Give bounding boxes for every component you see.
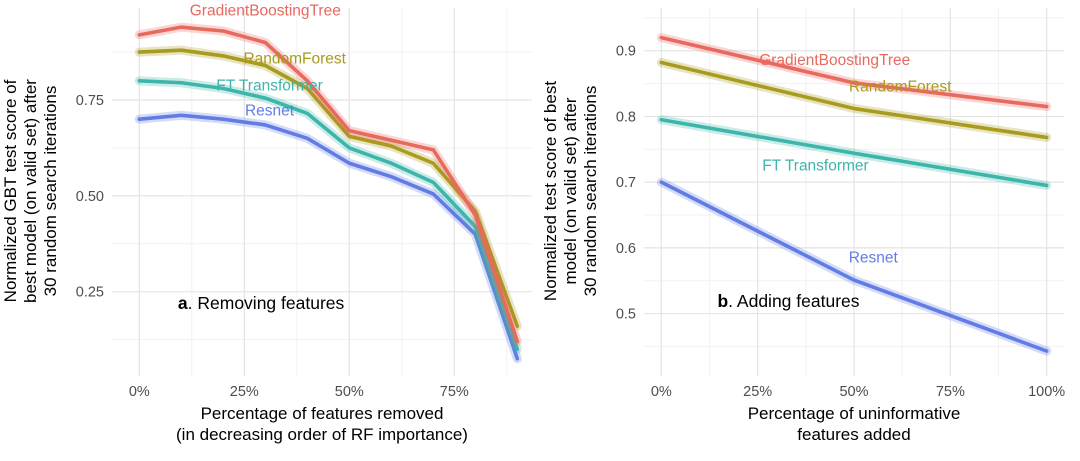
x-tick-label: 25% xyxy=(743,384,772,400)
panel-annotation: a. Removing features xyxy=(178,293,345,313)
x-tick-label: 25% xyxy=(230,384,259,400)
x-tick-label: 0% xyxy=(651,384,672,400)
x-axis-title-line: Percentage of uninformative xyxy=(747,404,961,423)
series-line-gradientboostingtree xyxy=(137,25,520,344)
x-tick-label: 75% xyxy=(936,384,965,400)
series-line-ft-transformer xyxy=(659,117,1049,188)
y-tick-label: 0.6 xyxy=(616,241,636,257)
x-axis-title-line: features added xyxy=(797,425,911,444)
y-tick-label: 0.75 xyxy=(76,93,104,109)
y-tick-label: 0.8 xyxy=(616,109,636,125)
x-tick-label: 50% xyxy=(335,384,364,400)
panel-removing-features: Normalized GBT test score of best model … xyxy=(1,3,532,445)
series-line-resnet xyxy=(659,180,1049,353)
plot-removing-features: GradientBoostingTree RandomForest FT Trans… xyxy=(76,3,532,400)
x-axis-title-line: Percentage of features removed xyxy=(200,404,444,423)
series-line-randomforest xyxy=(659,60,1049,140)
series-label-ft-transformer: FT Transformer xyxy=(216,77,323,94)
x-axis-title-removing: Percentage of features removed (in decre… xyxy=(112,403,532,445)
y-tick-label: 0.25 xyxy=(76,285,104,301)
series-label-randomforest: RandomForest xyxy=(243,51,346,68)
x-tick-label: 0% xyxy=(129,384,150,400)
x-tick-label: 50% xyxy=(839,384,868,400)
series-line-randomforest xyxy=(137,48,520,328)
plot-adding-features: GradientBoostingTree RandomForest FT Trans… xyxy=(616,8,1065,400)
series-line-gradientboostingtree xyxy=(659,35,1049,109)
y-tick-label: 0.5 xyxy=(616,307,636,323)
panel-adding-features: Normalized test score of best model (on … xyxy=(540,0,1080,461)
series-label-randomforest: RandomForest xyxy=(849,78,952,95)
series-label-ft-transformer: FT Transformer xyxy=(762,157,869,174)
series-line-resnet xyxy=(137,113,520,361)
series-label-gradientboostingtree: GradientBoostingTree xyxy=(759,52,910,69)
panel-annotation: b. Adding features xyxy=(717,291,859,311)
x-axis-title-adding: Percentage of uninformative features add… xyxy=(644,403,1064,445)
y-tick-label: 0.9 xyxy=(616,44,636,60)
x-tick-label: 75% xyxy=(440,384,469,400)
y-tick-label: 0.7 xyxy=(616,175,636,191)
x-tick-label: 100% xyxy=(1028,384,1065,400)
series-line-ft-transformer xyxy=(137,79,520,351)
x-axis-title-line: (in decreasing order of RF importance) xyxy=(176,425,468,444)
series-label-resnet: Resnet xyxy=(245,102,295,119)
series-label-resnet: Resnet xyxy=(849,249,899,266)
y-tick-label: 0.50 xyxy=(76,189,104,205)
series-label-gradientboostingtree: GradientBoostingTree xyxy=(190,3,341,20)
